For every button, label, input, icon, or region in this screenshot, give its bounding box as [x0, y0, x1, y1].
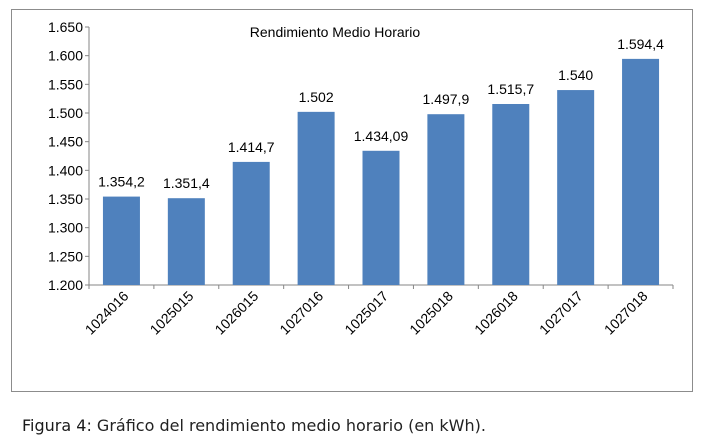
- data-label: 1.434,09: [354, 128, 409, 144]
- x-tick-label: 1027016: [276, 288, 326, 338]
- y-tick-label: 1.400: [48, 162, 83, 178]
- caption-text: : Gráfico del rendimiento medio horario …: [86, 416, 486, 435]
- y-tick-label: 1.650: [48, 19, 83, 35]
- bar: [232, 161, 270, 285]
- data-label: 1.515,7: [487, 81, 534, 97]
- y-tick-label: 1.500: [48, 105, 83, 121]
- y-tick-label: 1.300: [48, 220, 83, 236]
- y-tick-label: 1.600: [48, 48, 83, 64]
- data-label: 1.594,4: [617, 36, 664, 52]
- bar: [622, 58, 660, 285]
- bar-chart: Rendimiento Medio Horario 1.200 1.250 1.300…: [48, 19, 674, 338]
- y-tick-label: 1.450: [48, 134, 83, 150]
- y-tick-label: 1.350: [48, 191, 83, 207]
- figure-caption: Figura 4: Gráfico del rendimiento medio …: [22, 416, 486, 435]
- data-label: 1.502: [299, 89, 334, 105]
- y-tick-label: 1.250: [48, 248, 83, 264]
- bar: [427, 114, 465, 285]
- x-tick-label: 1027017: [536, 288, 586, 338]
- data-label: 1.497,9: [423, 91, 470, 107]
- data-label: 1.414,7: [228, 139, 275, 155]
- x-tick-label: 1026015: [211, 288, 261, 338]
- caption-label: Figura 4: [22, 416, 87, 435]
- x-tick-label: 1027018: [601, 288, 651, 338]
- bar: [492, 103, 530, 286]
- chart-title: Rendimiento Medio Horario: [250, 24, 421, 40]
- bar: [102, 196, 140, 285]
- x-tick-label: 1025017: [341, 288, 391, 338]
- bar: [297, 111, 335, 285]
- y-tick-label: 1.550: [48, 76, 83, 92]
- bar: [362, 150, 400, 285]
- x-tick-label: 1024016: [82, 288, 132, 338]
- data-label: 1.354,2: [98, 174, 145, 190]
- y-tick-label: 1.200: [48, 277, 83, 293]
- x-tick-label: 1025018: [406, 288, 456, 338]
- x-tick-label: 1025015: [147, 288, 197, 338]
- data-label: 1.351,4: [163, 175, 210, 191]
- bar: [557, 90, 595, 285]
- bar: [167, 198, 205, 285]
- x-tick-label: 1026018: [471, 288, 521, 338]
- data-label: 1.540: [558, 67, 593, 83]
